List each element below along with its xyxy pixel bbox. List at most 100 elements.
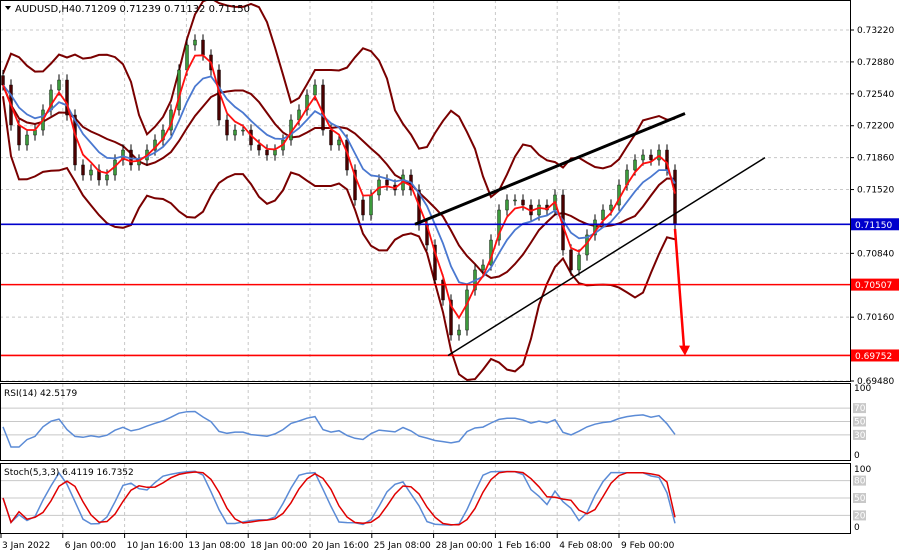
stoch-pane-frame <box>0 463 851 534</box>
stoch-tick-label: 100 <box>854 465 871 475</box>
fast-ma-line <box>2 54 676 320</box>
price-tick-label: 0.70840 <box>857 249 894 259</box>
candle-body <box>513 199 517 202</box>
candle-body <box>441 279 445 301</box>
time-tick-label: 10 Jan 16:00 <box>127 541 184 551</box>
candle-body <box>257 144 261 151</box>
candle-body <box>265 149 269 156</box>
candle-body <box>305 94 309 111</box>
time-tick-label: 4 Feb 08:00 <box>559 541 613 551</box>
candle-body <box>321 84 325 131</box>
candle-body <box>233 129 237 136</box>
candle-body <box>505 199 509 211</box>
candle-body <box>25 134 29 146</box>
time-tick-label: 20 Jan 16:00 <box>312 541 369 551</box>
stoch-tick-label: 80 <box>854 477 866 487</box>
candle-body <box>225 119 229 136</box>
candle-body <box>433 244 437 281</box>
moving-averages <box>2 54 676 320</box>
stoch-title: Stoch(5,3,3) 6.4119 16.7352 <box>4 468 134 478</box>
candle-body <box>1 75 5 86</box>
candle-body <box>569 249 573 271</box>
time-tick-label: 3 Jan 2022 <box>2 541 50 551</box>
rsi-tick-label: 50 <box>854 418 866 428</box>
slow-ma-line <box>2 75 676 286</box>
candle-body <box>577 254 581 271</box>
candle-body <box>449 299 453 336</box>
level-price-badge <box>851 218 899 231</box>
stoch-tick-label: 20 <box>854 511 866 521</box>
bollinger-lower <box>2 96 676 382</box>
candle-body <box>465 289 469 331</box>
time-tick-label: 6 Jan 00:00 <box>65 541 117 551</box>
collapse-triangle-icon[interactable] <box>5 6 11 10</box>
candle-body <box>593 219 597 236</box>
candle-body <box>649 154 653 161</box>
stoch-main-line <box>2 470 676 526</box>
bollinger-upper <box>2 0 676 199</box>
time-tick-label: 1 Feb 16:00 <box>497 541 551 551</box>
candle-body <box>273 149 277 156</box>
rsi-tick-badge <box>853 416 866 427</box>
candle-body <box>457 329 461 336</box>
level-price-badge <box>851 278 899 291</box>
candle-body <box>369 194 373 216</box>
stoch-tick-badge <box>853 493 866 503</box>
candle-body <box>353 169 357 201</box>
rsi-pane-frame <box>0 383 851 461</box>
rsi-tick-label: 100 <box>854 384 871 394</box>
candle-body <box>329 129 333 146</box>
time-tick-label: 13 Jan 08:00 <box>188 541 245 551</box>
stoch-tick-label: 0 <box>854 523 860 533</box>
candle-body <box>121 149 125 161</box>
price-tick-label: 0.70160 <box>857 313 894 323</box>
rsi-tick-badge <box>853 429 866 440</box>
price-tick-label: 0.72200 <box>857 122 894 132</box>
horizontal-levels: 0.71150 0.70507 0.69752 <box>0 218 899 362</box>
price-tick-label: 0.72880 <box>857 58 894 68</box>
level-price-badge <box>851 349 899 362</box>
candle-body <box>65 79 69 116</box>
candle-body <box>201 39 205 56</box>
candle-body <box>241 129 245 132</box>
price-tick-label: 0.72540 <box>857 90 894 100</box>
stoch-tick-label: 50 <box>854 494 866 504</box>
rsi-tick-label: 70 <box>854 404 866 414</box>
candle-body <box>673 169 677 225</box>
stoch-signal-line <box>2 470 676 526</box>
time-tick-label: 9 Feb 00:00 <box>621 541 675 551</box>
down-arrow-shaft <box>673 228 686 348</box>
level-price-label: 0.69752 <box>855 352 892 362</box>
candle-body <box>193 39 197 46</box>
candle-body <box>313 84 317 96</box>
rsi-tick-label: 0 <box>854 451 860 461</box>
time-tick-label: 18 Jan 00:00 <box>250 541 307 551</box>
price-tick-label: 0.73220 <box>857 26 894 36</box>
time-tick-label: 28 Jan 00:00 <box>436 541 493 551</box>
candle-body <box>57 79 61 91</box>
price-tick-label: 0.71520 <box>857 186 894 196</box>
rsi-tick-label: 30 <box>854 431 866 441</box>
candle-body <box>641 154 645 161</box>
candle-body <box>385 179 389 186</box>
rsi-title: RSI(14) 42.5179 <box>4 389 77 399</box>
candle-body <box>17 124 21 146</box>
candle-body <box>177 69 181 111</box>
candle-body <box>633 159 637 171</box>
candle-body <box>537 204 541 216</box>
indicator-panes <box>0 407 850 526</box>
candle-body <box>337 139 341 146</box>
level-price-label: 0.71150 <box>855 221 892 231</box>
candle-body <box>361 199 365 216</box>
down-arrow-head-icon <box>679 345 690 356</box>
time-tick-label: 25 Jan 08:00 <box>374 541 431 551</box>
trend-annotations <box>414 112 766 357</box>
main-pane-frame <box>0 0 851 382</box>
grid <box>0 0 850 533</box>
candle-body <box>609 204 613 211</box>
upper-channel-line <box>414 112 686 226</box>
price-tick-label: 0.71860 <box>857 154 894 164</box>
candle-body <box>105 174 109 181</box>
